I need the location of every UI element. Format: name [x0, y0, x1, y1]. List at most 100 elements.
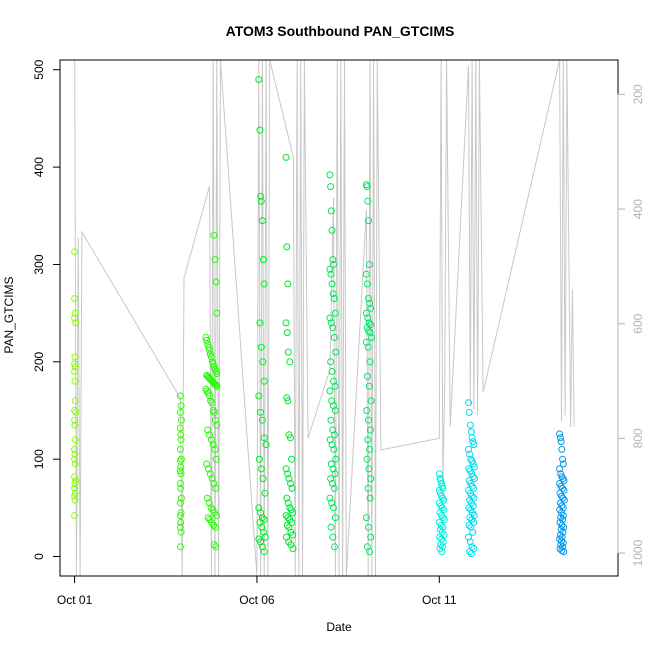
data-point	[364, 314, 372, 322]
data-point	[177, 519, 185, 526]
data-point	[71, 512, 79, 520]
data-point	[330, 445, 338, 453]
data-point	[207, 436, 215, 444]
data-point	[261, 533, 269, 541]
data-point	[469, 473, 477, 481]
data-point	[327, 416, 335, 424]
data-point	[327, 358, 335, 366]
y2-tick-label: 200	[631, 84, 645, 104]
data-point	[176, 467, 184, 475]
data-point	[176, 392, 184, 400]
y-tick-label: 400	[32, 157, 46, 177]
scatter-points-layer	[71, 76, 568, 558]
data-point	[438, 548, 446, 556]
y-tick-label: 100	[32, 449, 46, 469]
data-point	[71, 436, 79, 444]
data-point	[206, 392, 213, 400]
x-tick-label: Oct 11	[422, 593, 457, 607]
data-point	[327, 270, 335, 278]
data-point	[71, 484, 79, 492]
data-point	[465, 408, 473, 416]
data-point	[207, 353, 215, 361]
data-point	[329, 465, 337, 473]
data-point	[202, 334, 210, 341]
data-point	[282, 319, 290, 327]
data-point	[365, 523, 372, 531]
data-point	[210, 408, 218, 416]
data-point	[177, 463, 185, 471]
series-2	[202, 231, 221, 551]
data-point	[71, 309, 79, 317]
data-point	[556, 434, 564, 442]
data-point	[365, 465, 373, 473]
data-point	[71, 492, 79, 500]
data-point	[282, 465, 290, 473]
data-point	[207, 504, 215, 512]
data-point	[206, 470, 214, 478]
data-point	[71, 368, 79, 375]
data-point	[71, 416, 79, 424]
data-point	[328, 499, 336, 507]
data-point	[466, 548, 474, 556]
data-point	[327, 475, 335, 483]
data-point	[326, 387, 334, 395]
data-point	[176, 408, 184, 416]
data-point	[468, 482, 476, 490]
data-point	[213, 421, 221, 429]
data-point	[283, 494, 291, 502]
data-point	[465, 465, 473, 473]
data-point	[282, 512, 290, 520]
data-point	[326, 494, 334, 502]
data-point	[363, 372, 371, 380]
data-point	[208, 399, 216, 407]
y2-series-layer	[74, 60, 575, 576]
data-point	[439, 514, 447, 522]
data-point	[467, 550, 475, 558]
data-point	[465, 445, 472, 453]
data-point	[256, 455, 263, 463]
data-point	[208, 475, 216, 483]
data-point	[367, 533, 375, 541]
data-point	[262, 441, 270, 449]
data-point	[211, 256, 219, 264]
y-tick-label: 500	[32, 59, 46, 79]
y2-tick-label: 800	[631, 428, 645, 448]
x-tick-label: Oct 01	[57, 593, 93, 607]
data-point	[364, 436, 372, 444]
data-point	[436, 533, 444, 541]
data-point	[71, 480, 79, 487]
data-point	[260, 280, 268, 288]
data-point	[255, 392, 263, 400]
data-point	[71, 248, 79, 256]
data-point	[284, 470, 292, 478]
data-point	[176, 523, 184, 531]
data-point	[326, 265, 334, 273]
data-point	[177, 470, 185, 478]
data-point	[558, 521, 566, 529]
data-point	[364, 484, 372, 492]
data-point	[331, 470, 339, 478]
data-point	[257, 343, 265, 351]
data-point	[328, 397, 336, 405]
data-point	[328, 226, 336, 234]
data-point	[177, 402, 185, 410]
data-point	[437, 541, 445, 549]
data-point	[72, 408, 80, 416]
data-point	[327, 207, 335, 215]
data-point	[71, 363, 79, 371]
data-point	[331, 382, 339, 390]
data-point	[440, 516, 448, 523]
series-4	[282, 153, 297, 553]
data-point	[557, 514, 565, 522]
data-point	[330, 504, 337, 512]
data-point	[72, 477, 80, 485]
y-axis: 0 100 200 300 400 500	[32, 59, 61, 560]
data-point	[71, 397, 79, 405]
data-point	[177, 509, 185, 517]
data-point	[71, 450, 79, 458]
data-point	[289, 531, 297, 539]
data-point	[469, 528, 477, 536]
data-point	[556, 430, 564, 438]
data-point	[283, 394, 291, 402]
